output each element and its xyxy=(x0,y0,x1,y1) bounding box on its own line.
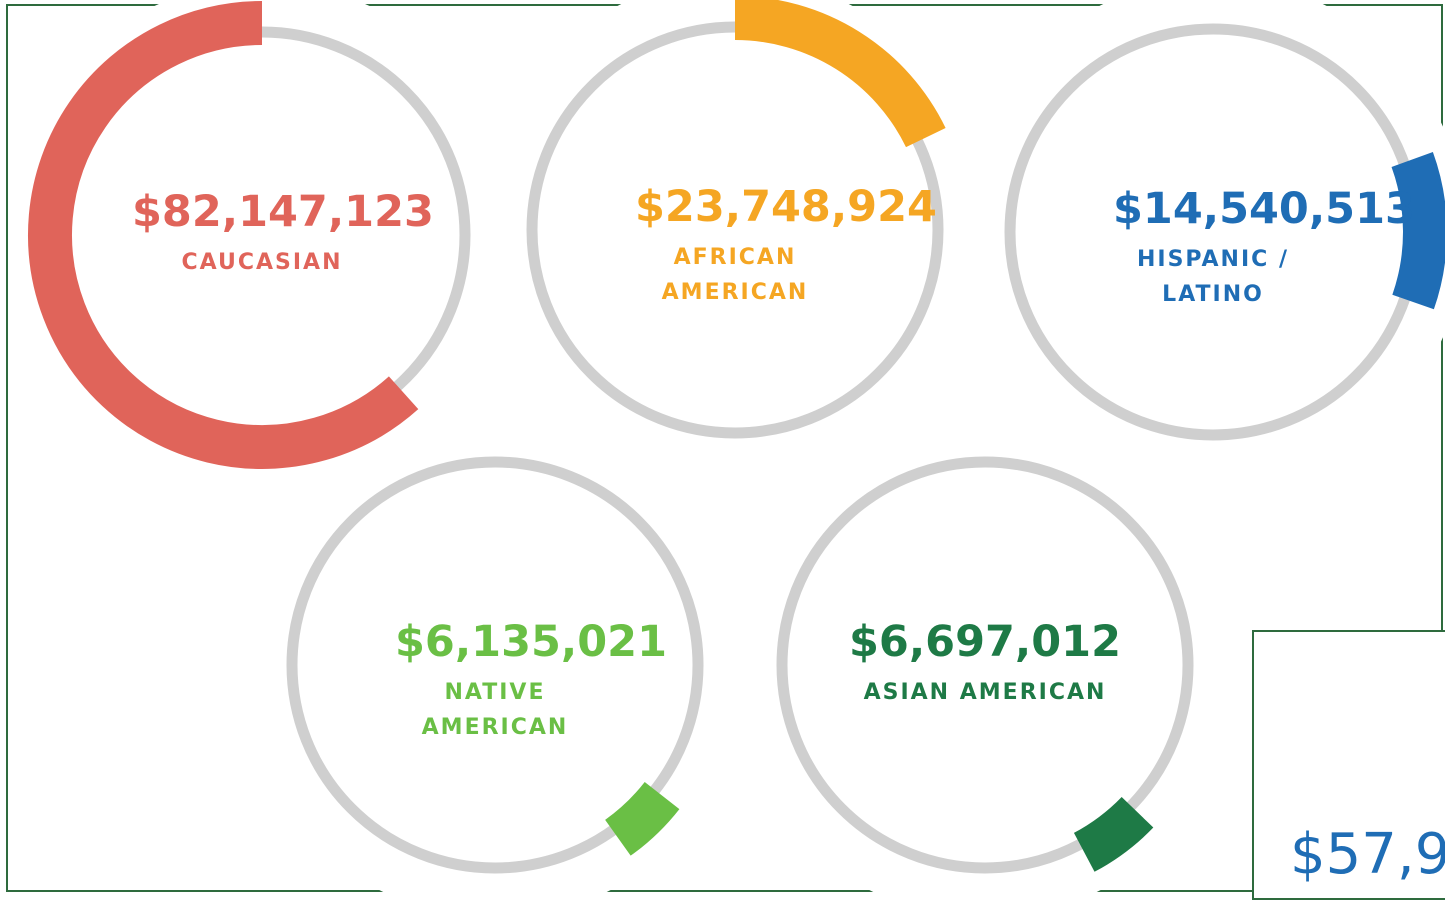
ring xyxy=(776,456,1194,874)
value-label: $82,147,123 xyxy=(132,187,434,237)
ring-arc xyxy=(604,781,680,856)
total-box: $57,9 xyxy=(1252,630,1445,900)
ring-label: $23,748,924 AFRICAN AMERICAN xyxy=(635,182,937,310)
ring-arc xyxy=(734,0,946,148)
ring-label: $6,135,021 NATIVE AMERICAN xyxy=(395,617,668,745)
ring-arc xyxy=(28,1,419,469)
ring-arc xyxy=(1073,796,1154,872)
category-label: AFRICAN AMERICAN xyxy=(661,245,809,305)
value-label: $14,540,513 xyxy=(1113,184,1415,234)
ring-label: $14,540,513 HISPANIC / LATINO xyxy=(1113,184,1415,312)
ring-label: $82,147,123 CAUCASIAN xyxy=(132,187,434,280)
category-label: CAUCASIAN xyxy=(181,250,343,275)
value-label: $6,697,012 xyxy=(848,617,1122,667)
ring-label: $6,697,012 ASIAN AMERICAN xyxy=(825,617,1145,710)
category-label: ASIAN AMERICAN xyxy=(863,680,1107,705)
value-label: $6,135,021 xyxy=(395,617,668,667)
ring-arc xyxy=(1391,151,1445,310)
category-label: NATIVE AMERICAN xyxy=(421,680,569,740)
value-label: $23,748,924 xyxy=(635,182,937,232)
total-text: $57,9 xyxy=(1290,822,1445,887)
category-label: HISPANIC / LATINO xyxy=(1136,247,1289,307)
ring xyxy=(286,456,704,874)
